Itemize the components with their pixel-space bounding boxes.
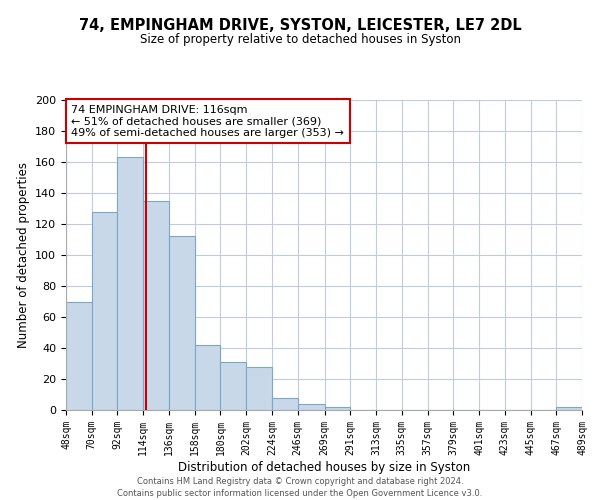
Text: Size of property relative to detached houses in Syston: Size of property relative to detached ho… bbox=[139, 32, 461, 46]
Text: Contains HM Land Registry data © Crown copyright and database right 2024.: Contains HM Land Registry data © Crown c… bbox=[137, 478, 463, 486]
Bar bbox=[556, 407, 582, 410]
X-axis label: Distribution of detached houses by size in Syston: Distribution of detached houses by size … bbox=[178, 460, 470, 473]
Bar bbox=[66, 302, 92, 410]
Bar bbox=[246, 366, 272, 410]
Bar bbox=[143, 200, 169, 410]
Bar bbox=[220, 362, 246, 410]
Bar bbox=[195, 345, 220, 410]
Y-axis label: Number of detached properties: Number of detached properties bbox=[17, 162, 29, 348]
Text: Contains public sector information licensed under the Open Government Licence v3: Contains public sector information licen… bbox=[118, 489, 482, 498]
Bar bbox=[118, 158, 143, 410]
Bar bbox=[92, 212, 118, 410]
Text: 74, EMPINGHAM DRIVE, SYSTON, LEICESTER, LE7 2DL: 74, EMPINGHAM DRIVE, SYSTON, LEICESTER, … bbox=[79, 18, 521, 32]
Bar bbox=[325, 407, 350, 410]
Bar bbox=[169, 236, 195, 410]
Text: 74 EMPINGHAM DRIVE: 116sqm
← 51% of detached houses are smaller (369)
49% of sem: 74 EMPINGHAM DRIVE: 116sqm ← 51% of deta… bbox=[71, 104, 344, 138]
Bar bbox=[272, 398, 298, 410]
Bar bbox=[298, 404, 325, 410]
